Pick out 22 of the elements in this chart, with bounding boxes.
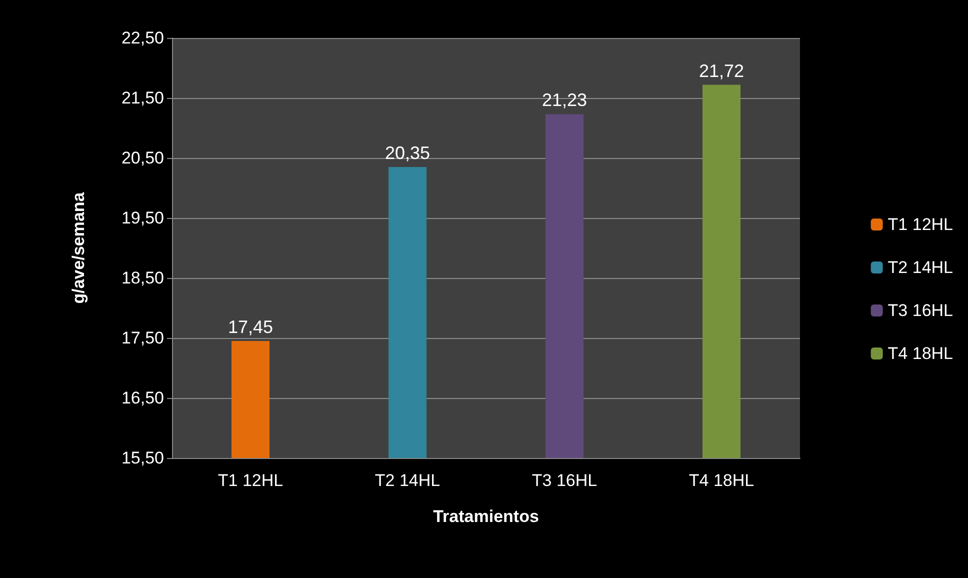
x-tick-label: T1 12HL — [218, 471, 284, 490]
text: 21,23 — [542, 90, 588, 110]
x-tick-label: T2 14HL — [374, 471, 440, 490]
legend-label: T2 14HL — [888, 258, 953, 277]
x-tick-label: T3 16HL — [532, 471, 598, 490]
y-tick-label: 15,50 — [121, 448, 164, 468]
y-tick-label: 22,50 — [121, 28, 164, 48]
y-tick-label: 16,50 — [121, 388, 164, 408]
legend-label: T3 16HL — [888, 301, 953, 320]
text: 20,35 — [384, 143, 430, 163]
x-tick-label: T4 18HL — [688, 471, 754, 490]
text: 17,45 — [228, 317, 274, 337]
y-tick-label: 21,50 — [121, 88, 164, 108]
legend-label: T1 12HL — [888, 215, 953, 234]
y-axis-title: g/ave/semana — [69, 192, 88, 304]
text: 21,72 — [698, 60, 744, 81]
legend-label: T4 18HL — [888, 344, 953, 363]
y-tick-label: 19,50 — [121, 208, 164, 228]
x-axis-title: Tratamientos — [433, 507, 539, 526]
y-tick-label: 17,50 — [121, 328, 164, 348]
y-tick-label: 20,50 — [121, 148, 164, 168]
y-tick-label: 18,50 — [121, 268, 164, 288]
